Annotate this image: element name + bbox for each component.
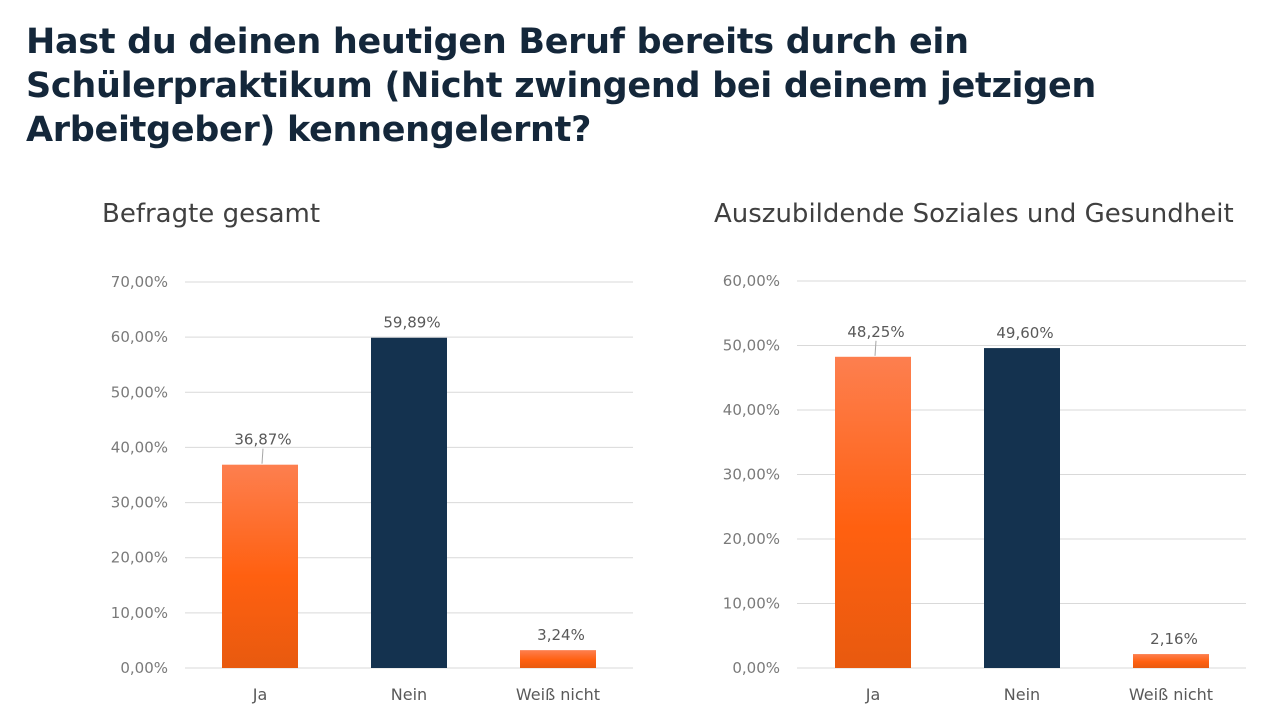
data-label-leader <box>874 340 877 356</box>
data-label: 36,87% <box>234 431 291 449</box>
y-tick-label: 20,00% <box>111 549 168 567</box>
data-label: 49,60% <box>996 324 1053 342</box>
y-tick-label: 30,00% <box>111 494 168 512</box>
chart-title-auszubildende: Auszubildende Soziales und Gesundheit <box>714 199 1234 229</box>
chart-title-befragte-gesamt: Befragte gesamt <box>102 199 321 229</box>
chart-auszubildende-soziales-gesundheit: 0,00% 10,00% 20,00% 30,00% 40,00% 50,00% 60,00… <box>723 272 1246 704</box>
y-tick-label: 10,00% <box>723 595 780 613</box>
y-tick-label: 10,00% <box>111 604 168 622</box>
x-category-label: Weiß nicht <box>1129 685 1213 704</box>
data-label: 59,89% <box>383 314 440 332</box>
y-tick-label: 60,00% <box>111 328 168 346</box>
x-category-label: Ja <box>252 685 268 704</box>
bar-ja <box>222 464 298 668</box>
y-tick-label: 20,00% <box>723 530 780 548</box>
x-category-label: Nein <box>1004 685 1040 704</box>
y-tick-label: 40,00% <box>723 401 780 419</box>
data-label: 3,24% <box>537 626 585 644</box>
y-tick-label: 0,00% <box>732 659 780 677</box>
data-label-leader <box>261 448 264 464</box>
y-tick-label: 60,00% <box>723 272 780 290</box>
y-tick-label: 30,00% <box>723 466 780 484</box>
bar-nein <box>984 348 1060 668</box>
x-category-label: Weiß nicht <box>516 685 600 704</box>
data-label: 48,25% <box>847 323 904 341</box>
page-title: Hast du deinen heutigen Beruf bereits du… <box>26 22 1097 150</box>
data-label: 2,16% <box>1150 630 1198 648</box>
x-category-label: Nein <box>391 685 427 704</box>
y-tick-label: 0,00% <box>120 659 168 677</box>
y-tick-label: 40,00% <box>111 438 168 456</box>
bar-nein <box>371 337 447 668</box>
chart-befragte-gesamt: 0,00% 10,00% 20,00% 30,00% 40,00% 50,00% 60,00… <box>111 273 633 704</box>
y-tick-label: 70,00% <box>111 273 168 291</box>
bar-wei-nicht <box>1133 654 1209 668</box>
y-tick-label: 50,00% <box>723 337 780 355</box>
bar-ja <box>835 356 911 668</box>
bar-wei-nicht <box>520 650 596 668</box>
x-category-label: Ja <box>865 685 881 704</box>
y-tick-label: 50,00% <box>111 383 168 401</box>
